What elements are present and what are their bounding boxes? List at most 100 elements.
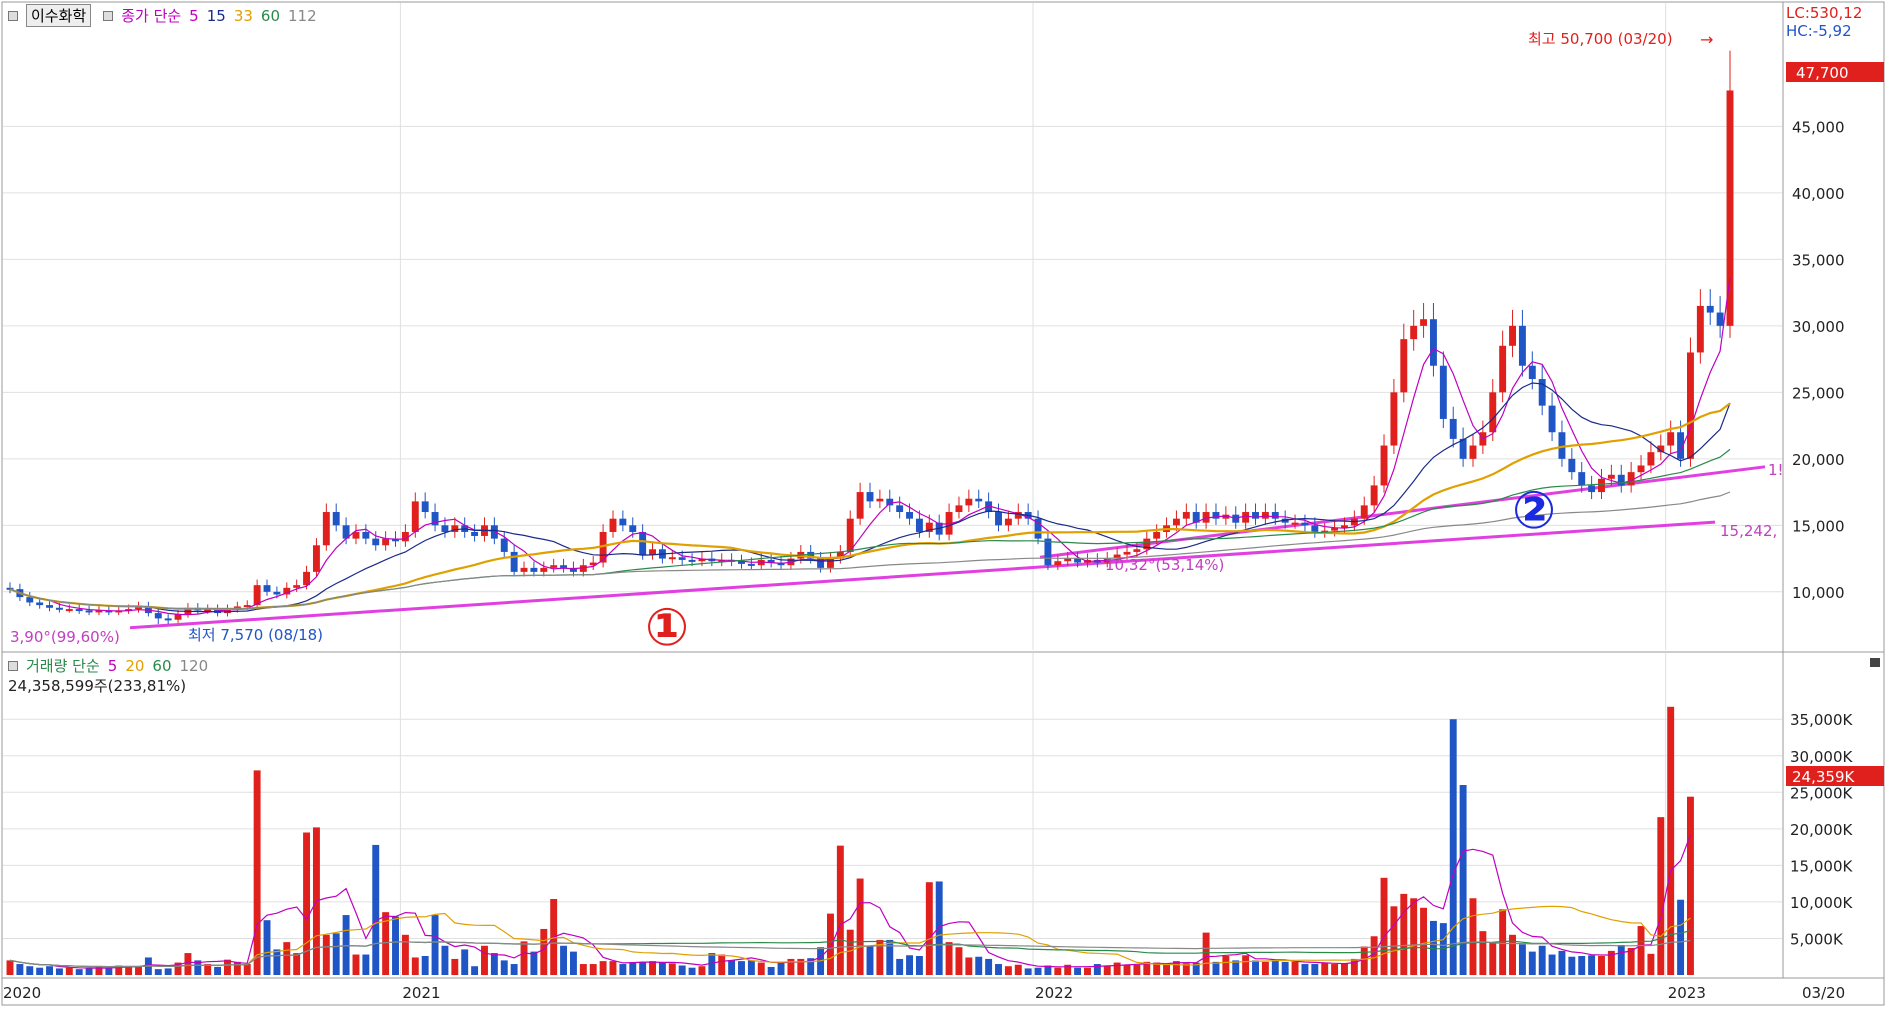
volume-bar — [629, 962, 637, 975]
candle-body — [1242, 512, 1250, 523]
volume-bar — [827, 913, 834, 975]
candle-body — [382, 538, 390, 546]
volume-bar — [1489, 942, 1497, 975]
volume-bar — [1271, 960, 1279, 975]
price-panel[interactable] — [1, 1, 1784, 653]
volume-bar — [836, 845, 844, 975]
candle-body — [95, 610, 103, 613]
lc-readout: LC:530,12 — [1786, 4, 1862, 22]
candle-body — [718, 559, 726, 562]
stock-name[interactable]: 이수화학 — [26, 4, 92, 27]
volume-bar — [36, 967, 44, 975]
candle-body — [1578, 472, 1586, 486]
candle-body — [530, 567, 538, 572]
volume-panel[interactable] — [1, 651, 1784, 979]
volume-bar — [382, 912, 390, 975]
volume-bar — [1074, 967, 1082, 975]
volume-bar — [481, 945, 488, 975]
marker-2: ② — [1512, 481, 1556, 541]
volume-bar — [1509, 934, 1516, 975]
volume-bar — [1568, 956, 1576, 975]
volume-bar — [955, 947, 963, 975]
volume-bar — [421, 956, 429, 975]
volume-bar — [1252, 960, 1259, 975]
candle-body — [1054, 561, 1062, 566]
volume-bar — [1004, 966, 1012, 975]
volume-bar — [105, 967, 113, 975]
volume-bar — [1054, 967, 1062, 975]
volume-ma-120: 120 — [179, 656, 209, 675]
volume-moving-averages — [9, 834, 1692, 969]
ma-panel-toggle[interactable] — [103, 10, 114, 21]
candle-body — [224, 609, 231, 614]
volume-bar — [1103, 965, 1111, 975]
volume-bar — [1133, 964, 1141, 975]
volume-bar — [224, 959, 231, 975]
price-tick-label: 20,000 — [1792, 451, 1845, 469]
candle-body — [332, 512, 340, 526]
current-price-label: 47,700 — [1796, 64, 1849, 82]
candle-body — [1726, 90, 1734, 326]
candle-body — [1341, 525, 1348, 528]
volume-bar — [243, 964, 251, 975]
volume-bar — [1202, 932, 1210, 975]
volume-bar — [115, 965, 123, 975]
price-axis-panel — [1782, 1, 1885, 653]
volume-bar — [1281, 961, 1289, 975]
date-tick-label: 03/20 — [1802, 984, 1845, 1002]
volume-bar — [1261, 961, 1269, 975]
date-tick-label: 2021 — [402, 984, 440, 1002]
volume-bar — [471, 966, 479, 975]
volume-bar — [194, 960, 202, 975]
volume-tick-label: 25,000K — [1790, 784, 1853, 802]
volume-bar — [589, 964, 597, 975]
volume-bar — [708, 953, 716, 975]
volume-bar — [658, 962, 666, 975]
volume-ma-label: 거래량 단순 — [26, 657, 100, 675]
volume-bar — [678, 965, 686, 975]
volume-bar — [510, 964, 518, 975]
volume-bar — [1578, 956, 1586, 975]
price-panel-toggle[interactable] — [8, 10, 18, 21]
volume-bar — [1123, 964, 1131, 975]
volume-bar — [1598, 956, 1605, 975]
candle-body — [1113, 554, 1121, 559]
candle-body — [1252, 512, 1259, 519]
candle-body — [1528, 365, 1536, 380]
candle-body — [1123, 551, 1131, 555]
volume-bar — [352, 954, 360, 975]
volume-bar — [540, 928, 548, 975]
volume-bar — [1084, 967, 1091, 975]
candle-body — [1301, 522, 1309, 526]
volume-tick-label: 35,000K — [1790, 711, 1853, 729]
price-ma-60: 60 — [260, 6, 280, 25]
price-tick-label: 35,000 — [1792, 251, 1845, 269]
volume-bar — [728, 960, 736, 975]
volume-bar — [233, 961, 241, 975]
volume-bar — [965, 957, 973, 975]
low-annotation: 최저 7,570 (08/18) — [188, 626, 323, 644]
volume-bar — [1232, 960, 1240, 975]
volume-bar — [915, 956, 923, 975]
volume-panel-toggle[interactable] — [8, 660, 18, 671]
volume-bar — [777, 962, 785, 975]
volume-bar — [530, 951, 538, 975]
volume-bar — [184, 953, 192, 975]
candle-body — [1074, 558, 1082, 563]
volume-bar — [1400, 893, 1408, 975]
volume-bar — [1469, 898, 1477, 975]
volume-bar — [461, 949, 469, 975]
candle-body — [649, 549, 656, 555]
candle-body — [599, 531, 607, 563]
candle-body — [322, 512, 330, 546]
volume-bar — [560, 945, 568, 975]
candle-body — [1331, 527, 1339, 531]
candle-body — [26, 597, 34, 603]
panel-maximize-button[interactable] — [1870, 658, 1880, 667]
candle-body — [1667, 432, 1675, 446]
candle-body — [866, 492, 874, 502]
volume-bar — [886, 939, 894, 975]
candle-body — [421, 501, 429, 513]
volume-bar — [1420, 907, 1428, 975]
